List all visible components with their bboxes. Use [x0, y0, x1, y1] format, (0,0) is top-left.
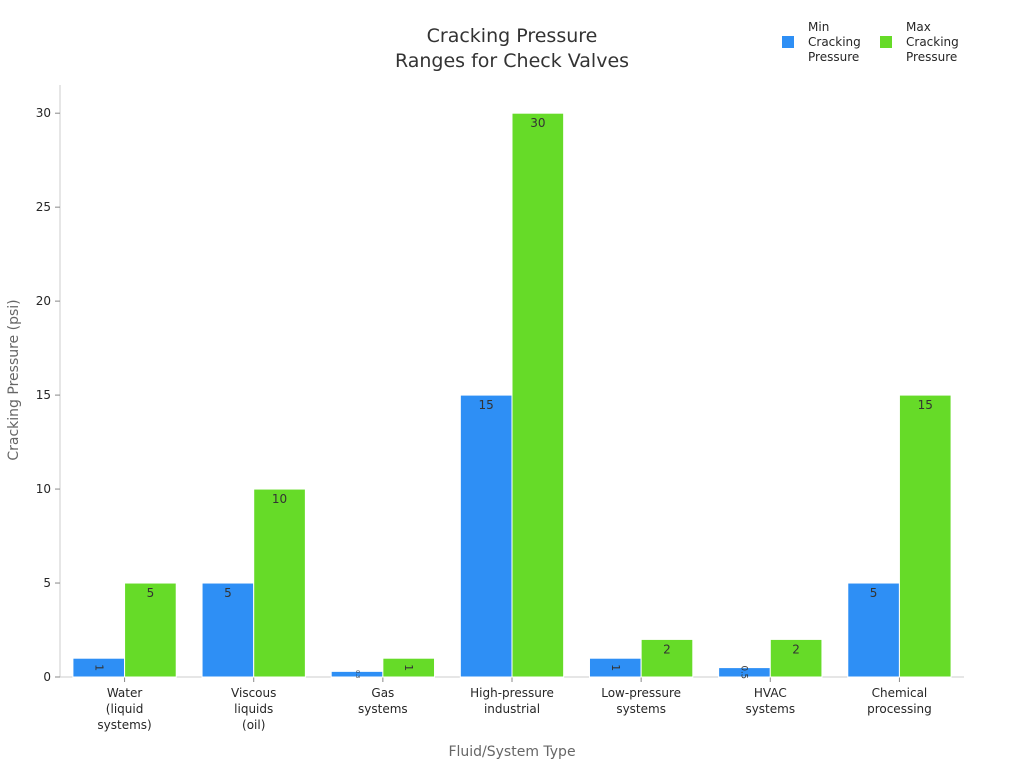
legend-label: Min: [808, 20, 829, 34]
data-label: 10: [272, 492, 287, 506]
data-label: 1: [92, 664, 105, 671]
bar: [253, 488, 306, 678]
legend-label: Cracking: [906, 35, 959, 49]
data-label: 5: [147, 586, 155, 600]
data-label: 1: [402, 664, 415, 671]
bars: [72, 112, 952, 678]
bar: [847, 582, 900, 678]
data-label: 0.5: [739, 666, 749, 679]
bar: [769, 638, 823, 678]
x-tick-label: (oil): [242, 718, 265, 732]
legend-swatch: [880, 36, 892, 48]
x-axis-title: Fluid/System Type: [448, 744, 575, 760]
x-tick-label: Chemical: [872, 686, 928, 700]
chart-title: Cracking Pressure Ranges for Check Valves: [395, 25, 629, 72]
y-tick-label: 25: [36, 200, 51, 214]
data-label: 2: [663, 642, 671, 656]
x-tick-label: systems: [616, 702, 666, 716]
data-label: 15: [918, 398, 933, 412]
y-tick-label: 30: [36, 106, 51, 120]
chart-title-line: Cracking Pressure: [427, 25, 598, 47]
x-tick-label: Gas: [371, 686, 394, 700]
data-label: 2: [792, 642, 800, 656]
y-tick-label: 5: [43, 576, 51, 590]
y-tick-label: 20: [36, 294, 51, 308]
data-label: 0.3: [354, 670, 360, 678]
y-axis-title: Cracking Pressure (psi): [6, 299, 22, 460]
x-tick-label: Low-pressure: [601, 686, 681, 700]
data-label: 30: [530, 116, 545, 130]
x-tick-label: Viscous: [231, 686, 276, 700]
legend-label: Pressure: [906, 50, 957, 64]
legend-swatch: [782, 36, 794, 48]
x-tick-label: processing: [867, 702, 932, 716]
x-tick-label: liquids: [234, 702, 273, 716]
bar: [124, 582, 177, 678]
legend-label: Max: [906, 20, 931, 34]
bar: [459, 394, 513, 678]
y-tick-label: 0: [43, 670, 51, 684]
y-tick-label: 15: [36, 388, 51, 402]
legend-label: Cracking: [808, 35, 861, 49]
bar: [640, 638, 694, 678]
data-label: 5: [870, 586, 878, 600]
data-label: 1: [609, 664, 622, 671]
x-tick-label: systems): [97, 718, 151, 732]
x-tick-label: Water: [107, 686, 143, 700]
chart-title-line: Ranges for Check Valves: [395, 50, 629, 72]
bar: [382, 657, 436, 678]
axes: 051015202530Water(liquidsystems)Viscousl…: [36, 85, 964, 732]
bar: [511, 112, 565, 678]
legend-label: Pressure: [808, 50, 859, 64]
x-tick-label: industrial: [484, 702, 540, 716]
x-tick-label: High-pressure: [470, 686, 554, 700]
data-label: 15: [479, 398, 494, 412]
bar: [898, 394, 952, 678]
y-tick-label: 10: [36, 482, 51, 496]
x-tick-label: (liquid: [106, 702, 144, 716]
x-tick-label: systems: [745, 702, 795, 716]
bar: [201, 582, 255, 678]
x-tick-label: HVAC: [754, 686, 787, 700]
x-tick-label: systems: [358, 702, 408, 716]
data-label: 5: [224, 586, 232, 600]
